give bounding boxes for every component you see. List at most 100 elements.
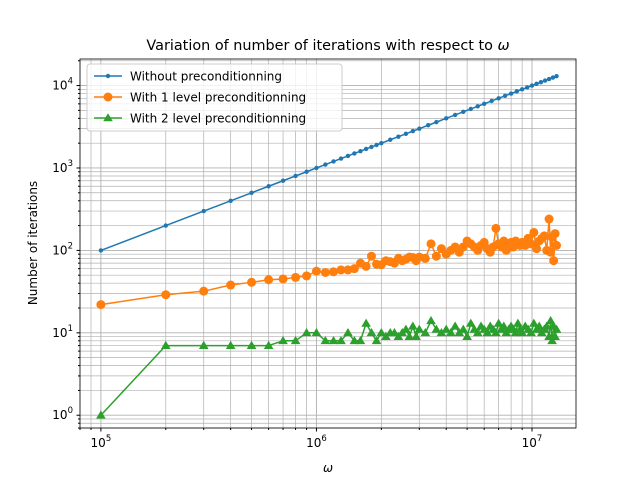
data-point — [529, 318, 539, 327]
data-point — [436, 328, 447, 337]
data-point — [331, 159, 336, 164]
y-tick-label: 104 — [52, 77, 73, 93]
series-layer — [96, 73, 562, 419]
data-point — [374, 142, 379, 148]
legend-swatch-marker — [103, 113, 113, 122]
chart-title-symbol: ω — [498, 38, 510, 54]
data-point — [441, 324, 452, 333]
data-point — [524, 85, 530, 90]
series-3 — [96, 315, 562, 419]
data-point — [465, 318, 476, 327]
y-tick-label: 102 — [52, 241, 73, 257]
data-point — [529, 83, 535, 88]
data-point — [549, 256, 559, 266]
legend-label: With 1 level preconditionning — [130, 91, 306, 105]
data-point — [431, 324, 442, 333]
data-point — [431, 251, 441, 261]
data-point — [247, 277, 257, 287]
data-point — [226, 280, 236, 290]
data-point — [482, 328, 493, 337]
data-point — [302, 271, 312, 281]
series-2 — [96, 214, 562, 310]
data-point — [475, 104, 480, 109]
x-axis-label: ω — [323, 461, 333, 475]
data-point — [426, 123, 431, 128]
data-point — [542, 78, 548, 83]
data-point — [278, 336, 288, 345]
y-tick-label: 100 — [52, 406, 73, 422]
data-point — [301, 328, 312, 337]
data-point — [534, 321, 545, 330]
axes — [76, 58, 577, 432]
data-point — [472, 328, 483, 337]
data-point — [550, 331, 560, 340]
legend-item-without-preconditionning: Without preconditionning — [94, 70, 282, 84]
data-point — [349, 336, 360, 345]
data-point — [550, 229, 560, 239]
data-point — [545, 315, 556, 325]
chart-title-prefix: Variation of number of iterations with r… — [146, 38, 497, 54]
data-point — [452, 112, 458, 118]
data-point — [539, 231, 549, 241]
data-point — [363, 146, 369, 152]
data-point — [328, 336, 339, 345]
data-point — [291, 272, 301, 282]
data-point — [401, 324, 411, 333]
data-point — [293, 173, 298, 179]
data-point — [404, 331, 415, 340]
data-point — [546, 76, 552, 82]
data-point — [491, 328, 501, 337]
data-point — [410, 128, 416, 134]
series-1 — [98, 73, 559, 253]
data-point — [450, 321, 460, 330]
data-point — [396, 134, 401, 139]
data-point — [554, 73, 559, 79]
data-point — [514, 89, 519, 94]
data-point — [508, 91, 514, 96]
data-point — [352, 151, 357, 156]
legend-item-with-2-level: With 2 level preconditionning — [94, 112, 306, 126]
tick-labels: 105 106 107 100 101 102 103 104 — [52, 77, 542, 450]
data-point — [550, 75, 556, 80]
data-point — [426, 315, 436, 325]
y-tick-label: 103 — [52, 159, 73, 175]
data-point — [96, 410, 106, 419]
data-point — [323, 162, 328, 167]
data-point — [311, 328, 322, 337]
data-point — [369, 144, 374, 150]
data-point — [336, 336, 346, 345]
legend-label: With 2 level preconditionning — [130, 112, 306, 126]
legend-swatch-marker — [103, 92, 113, 102]
data-point — [468, 106, 473, 112]
data-point — [361, 318, 371, 327]
data-point — [278, 274, 288, 284]
data-point — [311, 266, 321, 276]
data-point — [411, 331, 421, 340]
x-tick-label: 107 — [522, 434, 543, 450]
y-tick-label: 101 — [52, 324, 73, 340]
data-point — [199, 286, 209, 296]
data-point — [502, 93, 508, 99]
data-point — [552, 240, 562, 250]
data-point — [379, 140, 384, 146]
data-point — [519, 87, 525, 92]
data-point — [366, 251, 376, 261]
legend-item-with-1-level: With 1 level preconditionning — [94, 91, 306, 105]
legend: Without preconditionning With 1 level pr… — [86, 63, 343, 132]
data-point — [163, 223, 168, 228]
data-point — [338, 156, 344, 161]
data-point — [201, 208, 206, 214]
data-point — [345, 153, 351, 159]
data-point — [461, 109, 466, 115]
x-tick-label: 105 — [91, 434, 112, 450]
data-point — [426, 239, 436, 249]
data-point — [445, 328, 456, 337]
data-point — [388, 137, 393, 142]
data-point — [529, 227, 539, 237]
data-point — [246, 340, 257, 349]
legend-frame — [86, 63, 343, 132]
data-point — [355, 336, 366, 345]
data-point — [314, 165, 319, 171]
data-point — [228, 198, 233, 203]
